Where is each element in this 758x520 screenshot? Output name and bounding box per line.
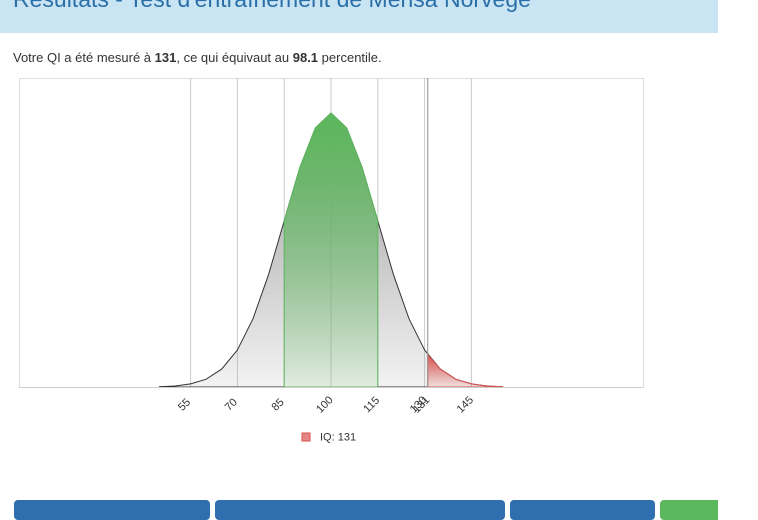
legend-label: IQ: 131	[320, 431, 356, 443]
header: Résultats - Test d'entraînement de Mensa…	[0, 0, 718, 33]
x-tick-label: 145	[455, 394, 476, 415]
result-text: Votre QI a été mesuré à 131, ce qui équi…	[13, 50, 382, 65]
button[interactable]	[510, 500, 655, 520]
text: , ce qui équivaut au	[176, 50, 290, 65]
button[interactable]	[215, 500, 505, 520]
text: percentile.	[321, 50, 382, 65]
x-tick-label: 115	[361, 394, 382, 415]
text: Votre QI a été mesuré à	[13, 50, 152, 65]
x-tick-label: 100	[314, 394, 335, 415]
page-title: Résultats - Test d'entraînement de Mensa…	[13, 0, 531, 13]
percentile-value: 98.1	[292, 50, 319, 65]
area	[427, 353, 504, 388]
x-tick-label: 85	[270, 396, 287, 413]
page: Résultats - Test d'entraînement de Mensa…	[0, 0, 718, 520]
x-tick-label: 55	[176, 396, 193, 413]
legend-swatch	[301, 432, 311, 442]
button[interactable]	[14, 500, 210, 520]
iq-value: 131	[154, 50, 177, 65]
area	[283, 112, 379, 388]
button[interactable]	[660, 500, 718, 520]
x-tick-label: 70	[223, 396, 240, 413]
